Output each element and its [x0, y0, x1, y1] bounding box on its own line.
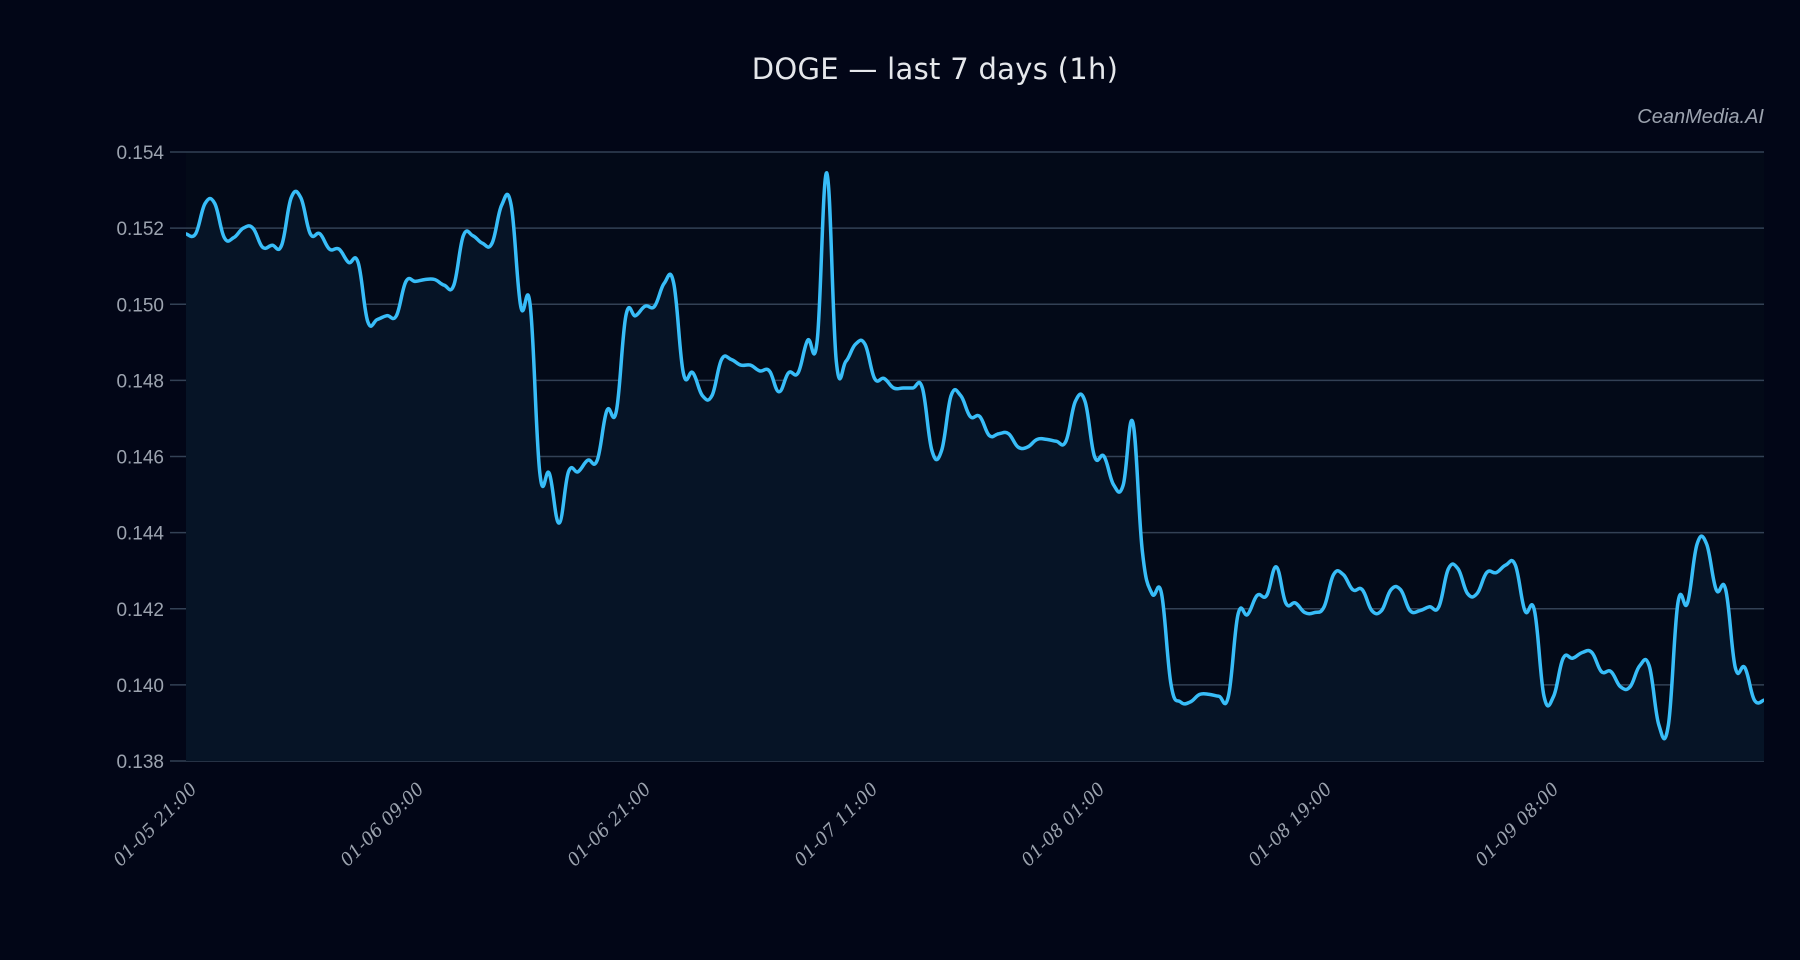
- y-tick-label: 0.138: [116, 752, 164, 773]
- y-tick-label: 0.148: [116, 371, 164, 392]
- y-tick-label: 0.146: [116, 448, 164, 469]
- y-tick-label: 0.140: [116, 676, 164, 697]
- x-tick-label: 01-07 11:00: [790, 779, 882, 871]
- x-tick-label: 01-09 08:00: [1471, 779, 1563, 871]
- price-line: [185, 171, 1765, 741]
- x-tick-label: 01-06 09:00: [336, 779, 428, 871]
- x-axis: 01-05 21:00 01-06 09:00 01-06 21:00 01-07 1…: [109, 779, 1563, 871]
- y-tick-label: 0.150: [116, 295, 164, 316]
- y-tick-label: 0.144: [116, 524, 164, 545]
- x-tick-label: 01-05 21:00: [109, 779, 201, 871]
- x-tick-label: 01-06 21:00: [563, 779, 655, 871]
- chart-title: DOGE — last 7 days (1h): [751, 52, 1119, 86]
- price-area-fill: [186, 172, 1764, 762]
- y-axis: 0.138 0.140 0.142 0.144 0.146 0.148 0.150 0.152…: [116, 143, 164, 773]
- x-tick-label: 01-08 19:00: [1244, 779, 1336, 871]
- watermark: CeanMedia.AI: [1637, 106, 1764, 128]
- y-tick-label: 0.142: [116, 600, 164, 621]
- y-tick-label: 0.154: [116, 143, 164, 164]
- y-tick-label: 0.152: [116, 219, 164, 240]
- x-tick-label: 01-08 01:00: [1017, 779, 1109, 871]
